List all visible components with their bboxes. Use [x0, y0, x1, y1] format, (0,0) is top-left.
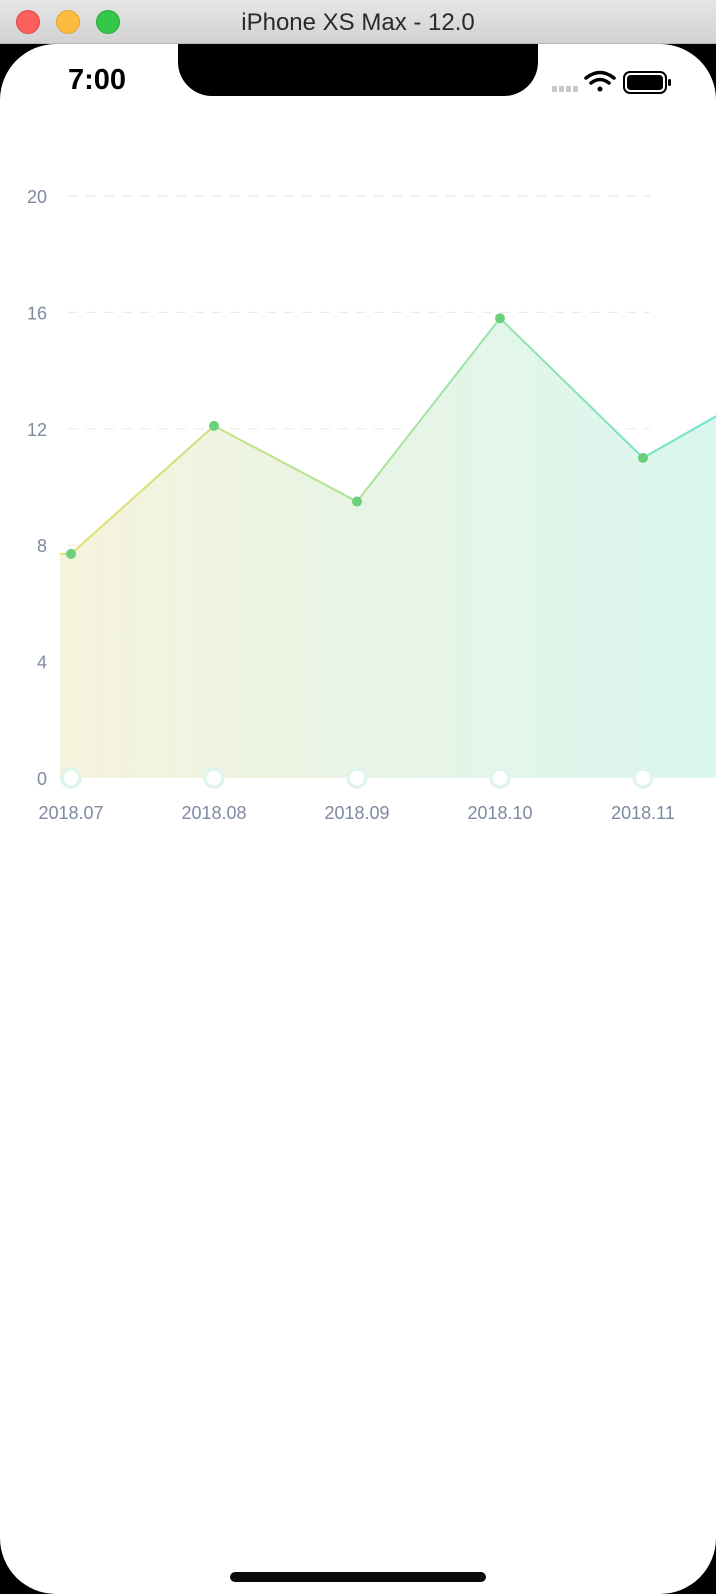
status-icons: [552, 70, 671, 94]
data-point[interactable]: [352, 496, 362, 507]
signal-icon: [552, 86, 578, 92]
x-axis-marker[interactable]: [632, 767, 654, 789]
series-area: [60, 318, 716, 778]
data-point[interactable]: [66, 548, 76, 559]
x-tick-label: 2018.07: [38, 803, 103, 823]
x-tick-label: 2018.09: [324, 803, 389, 823]
x-axis-marker[interactable]: [203, 767, 225, 789]
y-tick-label: 12: [27, 420, 47, 440]
battery-icon: [623, 71, 671, 94]
zoom-window-button[interactable]: [96, 10, 120, 34]
y-tick-label: 4: [37, 653, 47, 673]
wifi-icon: [584, 70, 616, 92]
x-tick-label: 2018.10: [467, 803, 532, 823]
device-notch: [178, 44, 538, 96]
x-axis-marker[interactable]: [489, 767, 511, 789]
area-chart: 0 4 8 12 16 20 2018.07 2018.08 2018.09 2018.10 20…: [27, 187, 716, 823]
y-tick-label: 0: [37, 769, 47, 789]
y-tick-label: 20: [27, 187, 47, 207]
home-indicator[interactable]: [230, 1572, 486, 1582]
y-tick-label: 8: [37, 536, 47, 556]
x-tick-label: 2018.08: [181, 803, 246, 823]
simulator-title-bar: iPhone XS Max - 12.0: [0, 0, 716, 44]
data-point[interactable]: [495, 313, 505, 324]
data-point[interactable]: [209, 420, 219, 431]
device-screen: [0, 44, 716, 1594]
minimize-window-button[interactable]: [56, 10, 80, 34]
x-tick-label: 2018.11: [611, 803, 675, 823]
x-axis-marker[interactable]: [60, 767, 82, 789]
status-time: 7:00: [68, 64, 127, 96]
close-window-button[interactable]: [16, 10, 40, 34]
window-title: iPhone XS Max - 12.0: [241, 9, 475, 36]
data-point[interactable]: [638, 452, 648, 463]
x-axis-marker[interactable]: [346, 767, 368, 789]
y-tick-label: 16: [27, 303, 47, 323]
